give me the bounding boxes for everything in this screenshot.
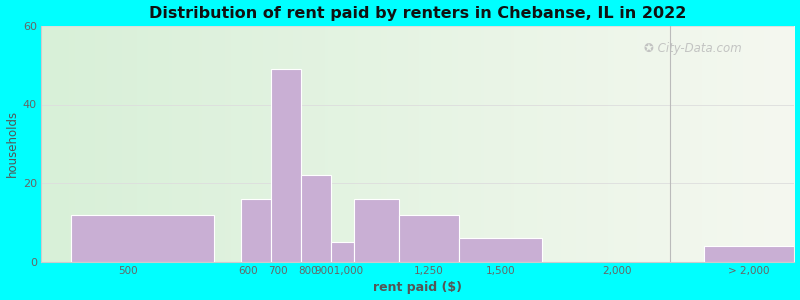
- Title: Distribution of rent paid by renters in Chebanse, IL in 2022: Distribution of rent paid by renters in …: [149, 6, 686, 21]
- Bar: [71, 214, 214, 262]
- Bar: [704, 246, 794, 262]
- Bar: [241, 199, 271, 262]
- Bar: [301, 175, 331, 262]
- Text: ✪ City-Data.com: ✪ City-Data.com: [644, 42, 742, 56]
- X-axis label: rent paid ($): rent paid ($): [374, 281, 462, 294]
- Y-axis label: households: households: [6, 110, 18, 177]
- Bar: [459, 238, 542, 262]
- Bar: [331, 242, 354, 262]
- Bar: [399, 214, 459, 262]
- Bar: [271, 69, 301, 262]
- Bar: [354, 199, 399, 262]
